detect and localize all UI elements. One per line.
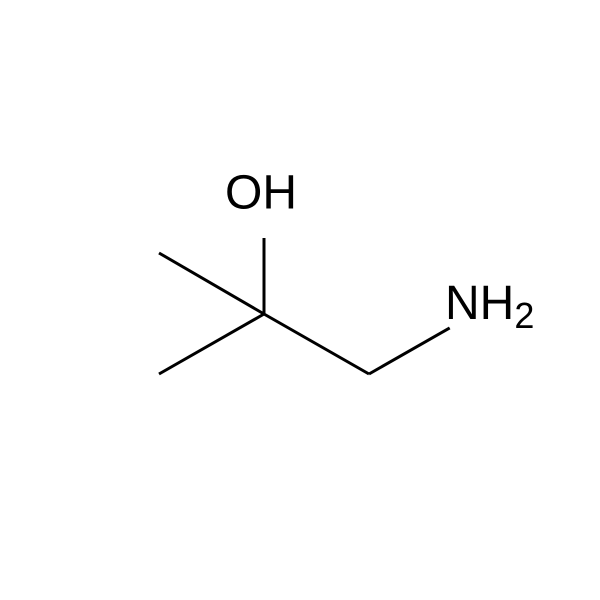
label-OH: OH	[225, 167, 297, 220]
bond	[159, 253, 264, 314]
bond	[264, 314, 369, 374]
label-NH2: NH2	[445, 277, 534, 336]
bond	[159, 314, 264, 374]
bond-layer	[159, 238, 450, 374]
bond	[369, 328, 450, 374]
molecule-diagram: OH NH2	[0, 0, 600, 600]
label-layer: OH NH2	[225, 167, 534, 336]
